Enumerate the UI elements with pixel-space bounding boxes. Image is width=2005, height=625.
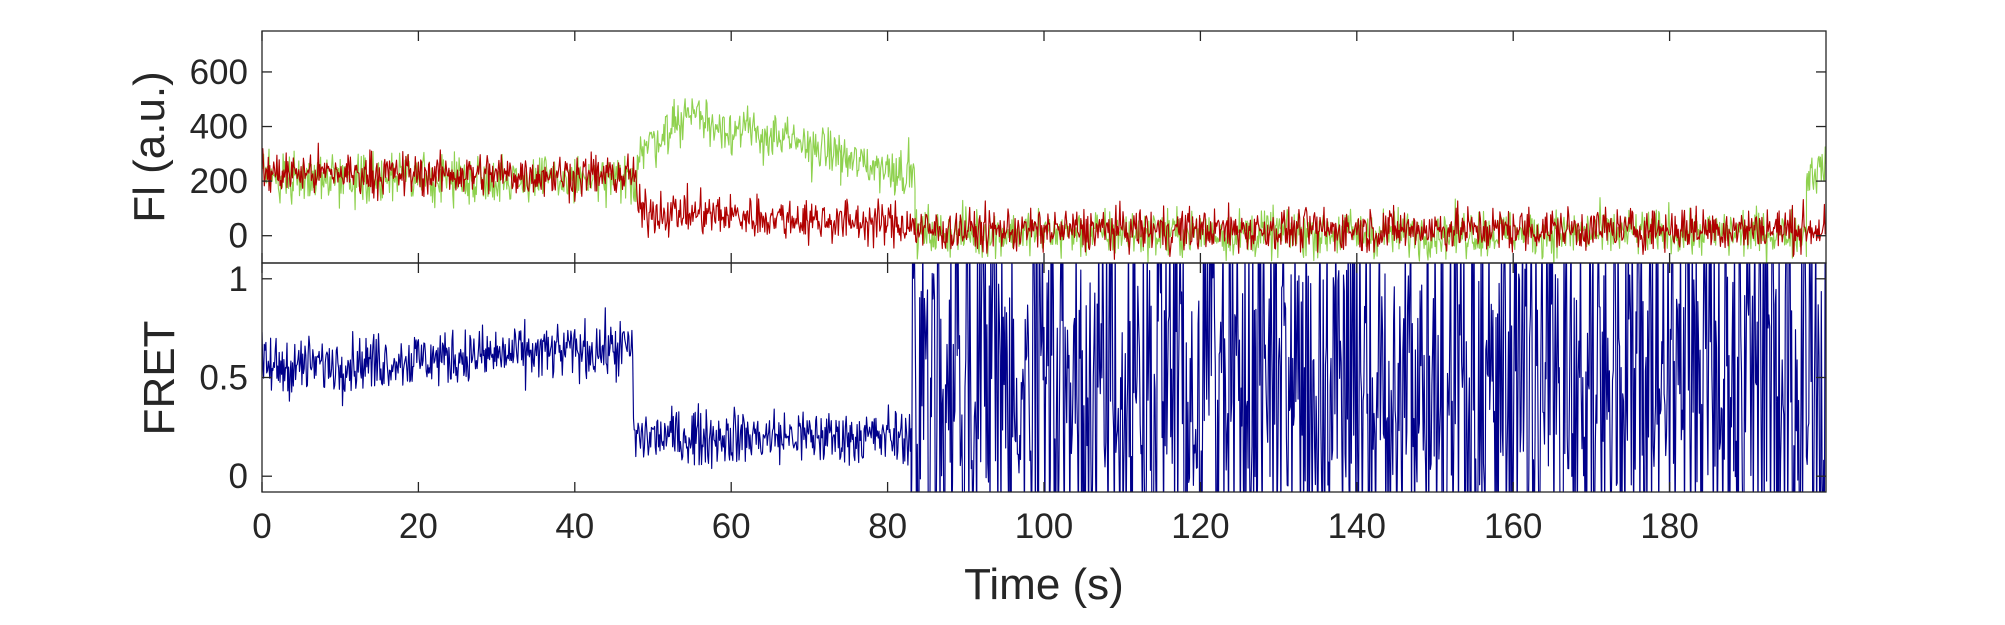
fret-panel: 0 0.5 1 0 20 40 60 80 100 120 140 160 180 FRET — [135, 260, 1827, 546]
y-tick-label: 0 — [229, 217, 248, 256]
y-tick-label: 400 — [190, 108, 248, 147]
x-tick-label: 160 — [1484, 507, 1542, 546]
y-tick-label: 200 — [190, 162, 248, 201]
fret-trace-blue — [262, 263, 1826, 492]
x-tick-label: 140 — [1328, 507, 1386, 546]
x-tick-label: 20 — [399, 507, 438, 546]
x-axis-label: Time (s) — [964, 560, 1124, 609]
x-tick-label: 120 — [1171, 507, 1229, 546]
fret-y-axis-label: FRET — [135, 321, 184, 436]
fluorescence-y-axis-label: Fl (a.u.) — [125, 71, 174, 223]
x-tick-label: 100 — [1015, 507, 1073, 546]
x-tick-label: 40 — [555, 507, 594, 546]
y-tick-label: 0 — [229, 457, 248, 496]
acceptor-trace-red — [262, 142, 1826, 260]
y-tick-label: 0.5 — [199, 359, 248, 398]
x-tick-label: 180 — [1640, 507, 1698, 546]
y-tick-label: 1 — [229, 260, 248, 299]
x-tick-label: 80 — [868, 507, 907, 546]
fluorescence-panel: 0 200 400 600 Fl (a.u.) — [125, 30, 1827, 264]
x-tick-label: 0 — [252, 507, 271, 546]
y-tick-label: 600 — [190, 53, 248, 92]
x-tick-label: 60 — [712, 507, 751, 546]
